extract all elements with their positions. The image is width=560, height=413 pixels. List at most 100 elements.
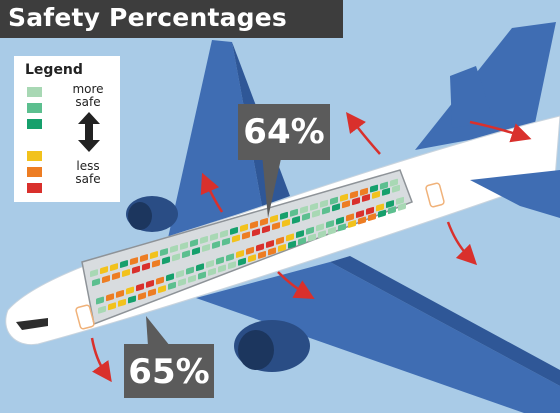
legend-safe-bottom-label: safe bbox=[75, 172, 101, 186]
seat bbox=[186, 266, 194, 275]
tail-fin bbox=[415, 22, 556, 150]
seat bbox=[96, 296, 104, 305]
double-arrow-icon bbox=[78, 112, 100, 152]
seat bbox=[120, 260, 128, 268]
seat bbox=[396, 196, 404, 205]
legend: Legend more safe less safe bbox=[14, 56, 120, 202]
seat bbox=[288, 240, 296, 249]
seat bbox=[362, 194, 370, 202]
exit-arrow bbox=[277, 271, 315, 299]
seat bbox=[266, 240, 274, 248]
seat bbox=[242, 231, 250, 240]
seat bbox=[102, 275, 110, 284]
seat bbox=[106, 293, 114, 302]
seat bbox=[388, 206, 396, 215]
seat bbox=[162, 256, 170, 265]
seat bbox=[150, 251, 158, 259]
exit-arrow bbox=[90, 337, 112, 383]
seat bbox=[206, 260, 214, 268]
seat bbox=[240, 223, 248, 232]
seat bbox=[122, 269, 130, 277]
upper-engine-intake bbox=[128, 202, 152, 230]
seat bbox=[328, 226, 336, 235]
legend-swatch-5 bbox=[27, 167, 42, 177]
seat bbox=[168, 281, 176, 290]
seat bbox=[90, 269, 98, 278]
seat bbox=[262, 225, 270, 234]
seat bbox=[112, 272, 120, 280]
seat bbox=[308, 233, 316, 242]
seat bbox=[276, 236, 284, 245]
cockpit-windows bbox=[16, 318, 48, 330]
seat bbox=[208, 268, 216, 276]
seat bbox=[270, 214, 278, 223]
seat bbox=[258, 250, 266, 259]
seat bbox=[146, 279, 154, 288]
front-callout-pointer bbox=[146, 316, 170, 346]
seat bbox=[140, 254, 148, 262]
seat bbox=[286, 233, 294, 242]
exit-arrow bbox=[446, 221, 478, 266]
front-exit-door bbox=[75, 304, 95, 330]
seat bbox=[230, 227, 238, 235]
legend-swatch-2 bbox=[27, 103, 42, 113]
rear-cabin-callout: 64% bbox=[238, 104, 330, 160]
seat bbox=[220, 229, 228, 238]
title-bar: Safety Percentages bbox=[0, 0, 343, 38]
seat bbox=[292, 216, 300, 224]
seat bbox=[160, 248, 168, 256]
seat bbox=[348, 220, 356, 228]
seat bbox=[92, 278, 100, 287]
seat bbox=[352, 197, 360, 206]
seat bbox=[340, 193, 348, 202]
seat bbox=[268, 247, 276, 256]
seat bbox=[260, 217, 268, 226]
legend-swatch-1 bbox=[27, 87, 42, 97]
seat bbox=[190, 239, 198, 247]
seat bbox=[358, 216, 366, 225]
lower-engine-intake bbox=[238, 330, 274, 370]
seat bbox=[198, 271, 206, 280]
seat bbox=[218, 264, 226, 273]
seat bbox=[318, 230, 326, 239]
seat bbox=[148, 288, 156, 297]
exit-arrow bbox=[469, 120, 532, 143]
seat bbox=[156, 276, 164, 285]
seat bbox=[152, 259, 160, 268]
seat bbox=[226, 253, 234, 262]
seat bbox=[192, 247, 200, 255]
seat bbox=[256, 243, 264, 252]
seat bbox=[280, 211, 288, 220]
seat bbox=[300, 205, 308, 214]
seat bbox=[346, 213, 354, 222]
seat bbox=[350, 190, 358, 199]
seat bbox=[136, 283, 144, 292]
seat bbox=[316, 223, 324, 232]
legend-safe-top-label: safe bbox=[75, 95, 101, 109]
seat bbox=[338, 223, 346, 232]
seat bbox=[202, 244, 210, 252]
seat bbox=[142, 262, 150, 271]
seat bbox=[108, 302, 116, 311]
seat bbox=[376, 203, 384, 212]
exit-arrow bbox=[200, 172, 224, 213]
page-title: Safety Percentages bbox=[8, 3, 287, 32]
seat bbox=[366, 206, 374, 215]
seat bbox=[200, 236, 208, 244]
legend-swatch-4 bbox=[27, 151, 42, 161]
seat bbox=[128, 295, 136, 304]
seat bbox=[178, 278, 186, 287]
seat bbox=[386, 200, 394, 208]
seat bbox=[332, 203, 340, 212]
seat bbox=[138, 292, 146, 300]
seat bbox=[392, 184, 400, 193]
seat bbox=[320, 199, 328, 208]
seat bbox=[232, 234, 240, 243]
lower-wing-edge bbox=[330, 256, 560, 386]
seat bbox=[252, 228, 260, 237]
seat bbox=[248, 254, 256, 263]
seat bbox=[98, 305, 106, 314]
seat bbox=[182, 250, 190, 259]
